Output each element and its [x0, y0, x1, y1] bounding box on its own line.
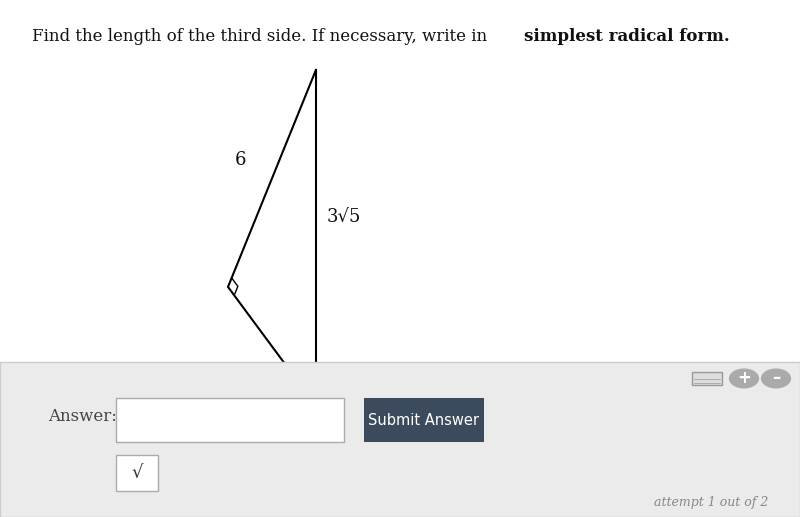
Bar [0, 362, 800, 517]
Text: –: – [772, 370, 780, 387]
Circle shape [730, 369, 758, 388]
Text: Find the length of the third side. If necessary, write in: Find the length of the third side. If ne… [32, 28, 492, 45]
Text: √: √ [131, 464, 142, 482]
Text: 3√5: 3√5 [326, 208, 361, 226]
Circle shape [762, 369, 790, 388]
FancyBboxPatch shape [692, 372, 722, 385]
Text: 6: 6 [234, 151, 246, 169]
Text: Submit Answer: Submit Answer [369, 413, 479, 428]
Text: simplest radical form.: simplest radical form. [524, 28, 730, 45]
Bar [116, 455, 158, 491]
Text: Answer:: Answer: [48, 408, 117, 424]
Bar [116, 398, 344, 442]
Bar [364, 398, 484, 442]
Text: +: + [737, 370, 751, 387]
Text: attempt 1 out of 2: attempt 1 out of 2 [654, 496, 768, 509]
